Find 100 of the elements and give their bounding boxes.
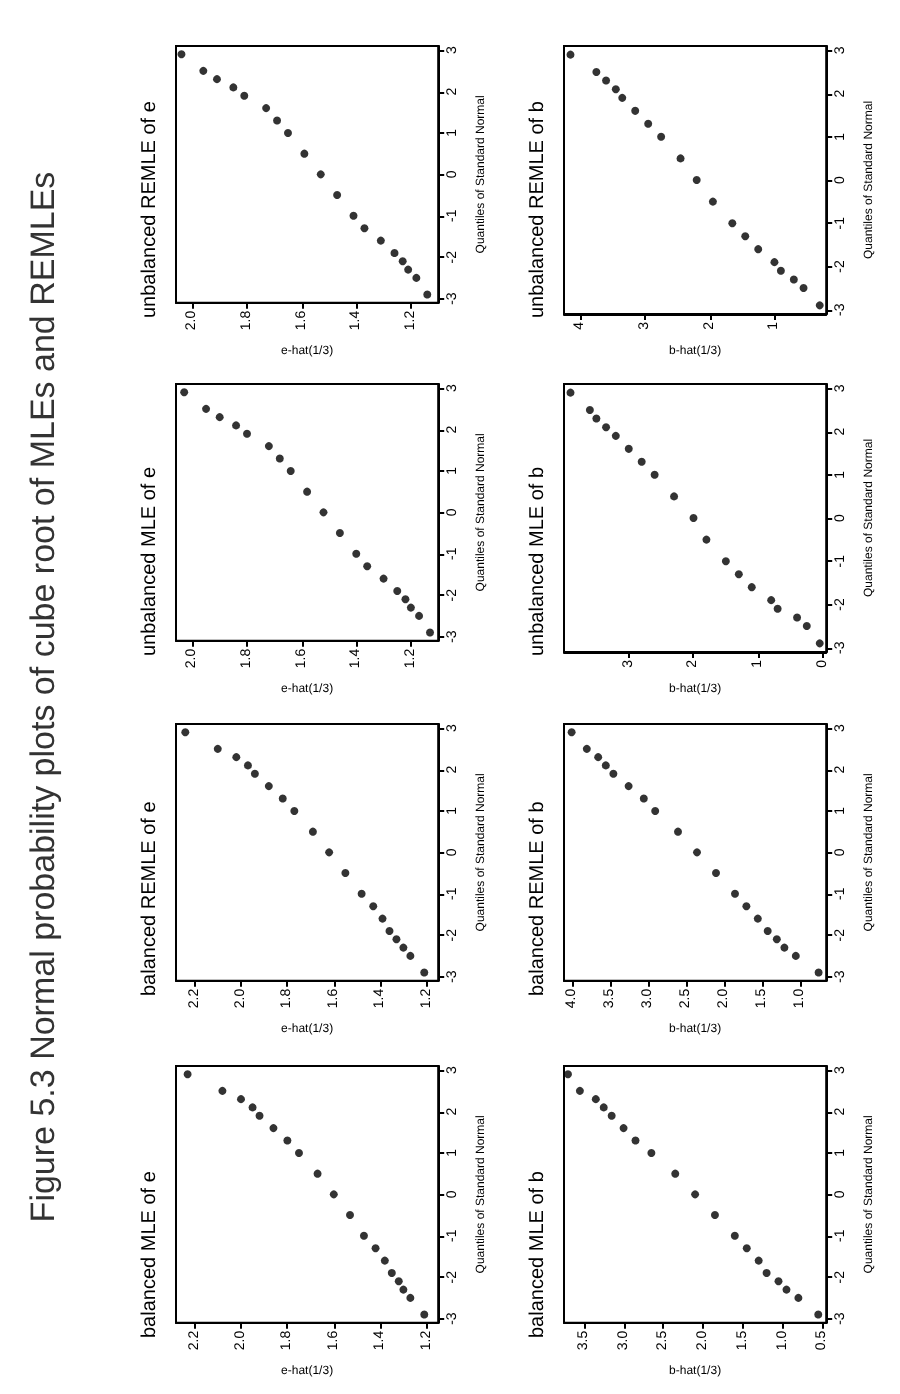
point (393, 587, 402, 596)
point (390, 249, 399, 258)
point (387, 1269, 396, 1278)
point (283, 128, 292, 137)
point (676, 154, 685, 163)
point (637, 457, 646, 466)
text: balanced REMLE of e (139, 800, 161, 996)
point (712, 869, 720, 878)
point (742, 902, 751, 911)
text: balanced MLE of b (527, 1170, 549, 1338)
point (360, 224, 369, 233)
point (594, 753, 603, 762)
point (243, 429, 252, 438)
point (693, 848, 701, 857)
point (359, 1231, 368, 1240)
point (316, 170, 325, 179)
point (567, 728, 576, 737)
point (290, 806, 299, 815)
point (647, 1148, 656, 1157)
point (335, 529, 344, 538)
point (671, 1169, 680, 1178)
point (601, 761, 610, 770)
point (602, 76, 611, 85)
point (180, 388, 189, 397)
point (215, 413, 224, 422)
point (236, 1095, 245, 1104)
point (782, 1285, 791, 1294)
point (731, 889, 739, 898)
point (770, 258, 779, 267)
point (619, 1124, 628, 1133)
point (346, 1211, 355, 1220)
point (566, 50, 575, 59)
point (363, 562, 372, 571)
point (611, 431, 620, 440)
point (762, 1269, 771, 1278)
point (791, 951, 800, 960)
point (369, 902, 378, 911)
point (286, 466, 295, 475)
point (264, 782, 273, 791)
point (177, 50, 186, 59)
point (269, 1124, 278, 1133)
point (670, 492, 679, 501)
point (644, 119, 653, 128)
point (420, 1310, 429, 1319)
point (657, 132, 666, 141)
point (308, 827, 317, 836)
point (212, 75, 221, 84)
point (423, 290, 432, 299)
point (341, 869, 350, 878)
point (406, 951, 415, 960)
point (394, 1277, 403, 1286)
text: unbalanced MLE of b (527, 466, 549, 656)
point (566, 388, 575, 397)
point (639, 794, 648, 803)
point (793, 613, 802, 622)
point (329, 1190, 338, 1199)
point (618, 93, 627, 102)
point (248, 1103, 257, 1112)
point (379, 574, 388, 583)
point (371, 1244, 380, 1253)
point (776, 266, 785, 275)
point (607, 1111, 616, 1120)
point (202, 404, 211, 413)
point (582, 744, 591, 753)
point (624, 444, 633, 453)
point (181, 728, 190, 737)
point (213, 744, 222, 753)
point (741, 232, 750, 241)
point (689, 514, 698, 522)
point (218, 1086, 227, 1095)
text: unbalanced REMLE of e (139, 100, 161, 318)
text: unbalanced REMLE of b (527, 100, 549, 318)
point (232, 421, 241, 430)
point (754, 1256, 763, 1265)
point (650, 470, 659, 479)
point (728, 219, 737, 228)
point (753, 914, 762, 923)
point (401, 595, 410, 604)
point (763, 927, 772, 936)
point (183, 1070, 192, 1079)
point (404, 265, 413, 274)
point (692, 176, 701, 184)
point (399, 1285, 408, 1294)
point (710, 1211, 719, 1220)
point (283, 1136, 292, 1145)
point (250, 769, 259, 778)
point (780, 943, 789, 952)
point (742, 1244, 751, 1253)
point (303, 487, 312, 496)
point (767, 596, 776, 605)
point (772, 935, 781, 944)
point (702, 535, 711, 544)
point (611, 85, 620, 94)
point (357, 889, 366, 898)
point (674, 827, 682, 836)
point (814, 968, 823, 977)
point (378, 914, 387, 923)
point (398, 257, 407, 266)
point (243, 761, 252, 770)
point (592, 414, 601, 423)
